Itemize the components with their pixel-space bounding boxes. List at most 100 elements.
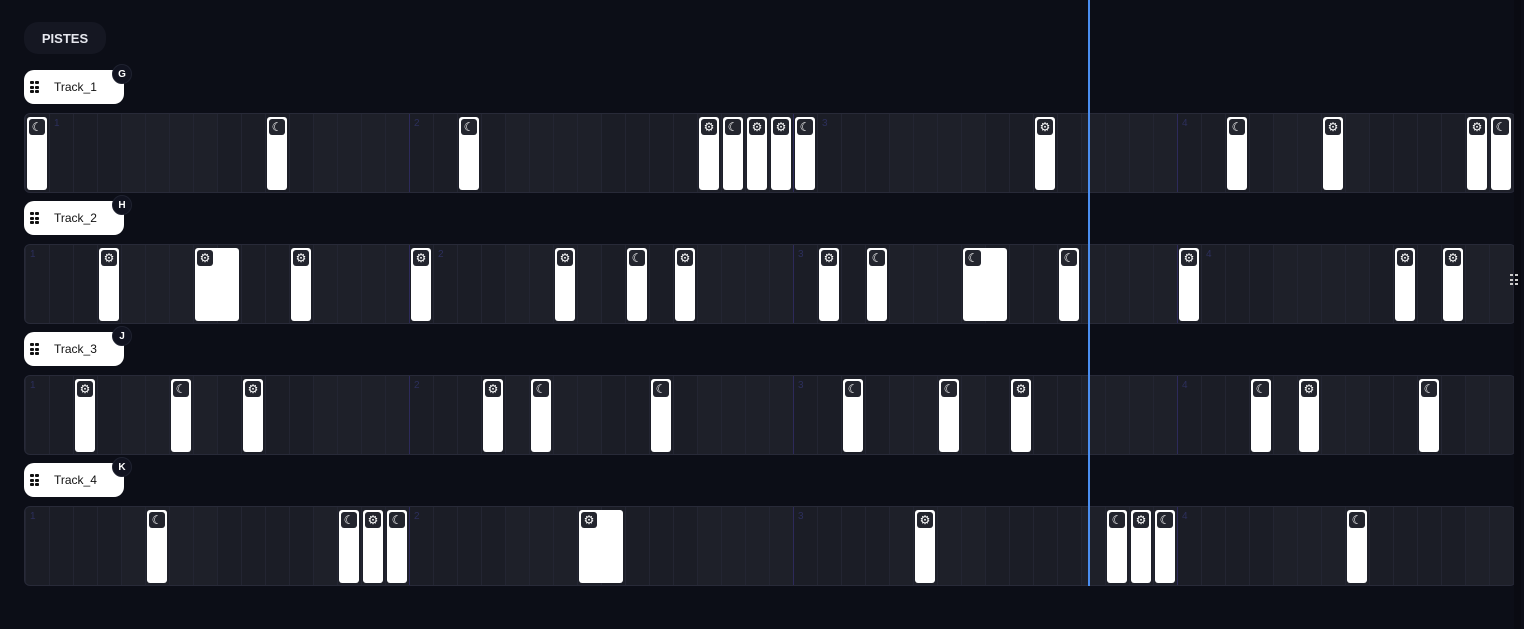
track-lane[interactable]: 1 2 3 4 ☾ ☾ ⚙ ☾ ⚙ ⚙ ☾ ⚙ ☾ ☾	[24, 506, 1516, 586]
step-cell[interactable]	[625, 245, 649, 323]
step-cell[interactable]	[673, 114, 697, 192]
step-cell[interactable]	[745, 245, 769, 323]
step-cell[interactable]	[1009, 376, 1033, 454]
clip[interactable]: ⚙	[363, 510, 383, 583]
step-cell[interactable]	[337, 114, 361, 192]
step-cell[interactable]	[241, 114, 265, 192]
clip[interactable]: ⚙	[1323, 117, 1343, 190]
step-cell[interactable]	[1201, 507, 1225, 585]
step-cell[interactable]	[1297, 245, 1321, 323]
step-cell[interactable]	[1297, 114, 1321, 192]
clip[interactable]: ☾	[1155, 510, 1175, 583]
step-cell[interactable]	[1105, 114, 1129, 192]
step-cell[interactable]	[193, 114, 217, 192]
step-cell[interactable]	[745, 376, 769, 454]
step-cell[interactable]	[697, 376, 721, 454]
step-cell[interactable]	[793, 245, 817, 323]
clip[interactable]: ☾	[267, 117, 287, 190]
step-cell[interactable]	[1057, 245, 1081, 323]
step-cell[interactable]	[793, 507, 817, 585]
step-cell[interactable]	[97, 114, 121, 192]
clip[interactable]: ⚙	[1395, 248, 1415, 321]
clip[interactable]: ☾	[651, 379, 671, 452]
step-cell[interactable]	[913, 245, 937, 323]
step-cell[interactable]	[889, 376, 913, 454]
step-cell[interactable]	[1393, 114, 1417, 192]
clip[interactable]: ⚙	[1299, 379, 1319, 452]
step-cell[interactable]	[337, 245, 361, 323]
step-cell[interactable]	[1129, 114, 1153, 192]
step-cell[interactable]	[217, 376, 241, 454]
step-cell[interactable]	[481, 507, 505, 585]
step-cell[interactable]	[1297, 507, 1321, 585]
step-cell[interactable]	[1273, 245, 1297, 323]
step-cell[interactable]	[433, 376, 457, 454]
step-cell[interactable]	[313, 376, 337, 454]
step-cell[interactable]	[313, 114, 337, 192]
step-cell[interactable]	[1369, 245, 1393, 323]
step-cell[interactable]	[385, 376, 409, 454]
step-cell[interactable]	[313, 245, 337, 323]
step-cell[interactable]	[409, 507, 433, 585]
step-cell[interactable]	[529, 114, 553, 192]
step-cell[interactable]	[1105, 376, 1129, 454]
step-cell[interactable]	[1225, 114, 1249, 192]
step-cell[interactable]	[145, 245, 169, 323]
drag-handle-icon[interactable]	[30, 81, 39, 94]
playhead[interactable]	[1088, 0, 1090, 586]
step-cell[interactable]	[625, 507, 649, 585]
step-cell[interactable]	[49, 245, 73, 323]
step-cell[interactable]	[529, 507, 553, 585]
clip[interactable]: ⚙	[699, 117, 719, 190]
step-cell[interactable]	[1153, 245, 1177, 323]
step-cell[interactable]	[793, 376, 817, 454]
step-cell[interactable]	[985, 507, 1009, 585]
clip[interactable]: ⚙	[1035, 117, 1055, 190]
step-cell[interactable]	[841, 114, 865, 192]
step-cell[interactable]	[289, 245, 313, 323]
step-cell[interactable]	[745, 507, 769, 585]
track-lane[interactable]: 1 2 3 4 ☾ ☾ ☾ ⚙ ☾ ⚙ ⚙ ☾ ⚙ ☾ ⚙ ⚙ ☾	[24, 113, 1516, 193]
clip[interactable]: ⚙	[555, 248, 575, 321]
step-cell[interactable]	[1009, 114, 1033, 192]
step-cell[interactable]	[289, 507, 313, 585]
scrollbar[interactable]	[1514, 0, 1521, 629]
step-cell[interactable]	[385, 114, 409, 192]
step-cell[interactable]	[1153, 376, 1177, 454]
step-cell[interactable]	[169, 507, 193, 585]
clip[interactable]: ⚙	[1179, 248, 1199, 321]
step-cell[interactable]	[241, 376, 265, 454]
step-cell[interactable]	[937, 245, 961, 323]
clip[interactable]: ☾	[1347, 510, 1367, 583]
step-cell[interactable]	[649, 114, 673, 192]
clip[interactable]: ☾	[939, 379, 959, 452]
step-cell[interactable]	[313, 507, 337, 585]
step-cell[interactable]	[865, 376, 889, 454]
step-cell[interactable]	[241, 245, 265, 323]
step-cell[interactable]	[121, 376, 145, 454]
step-cell[interactable]	[97, 507, 121, 585]
clip[interactable]: ☾	[171, 379, 191, 452]
step-cell[interactable]	[1225, 376, 1249, 454]
step-cell[interactable]	[865, 245, 889, 323]
step-cell[interactable]	[73, 507, 97, 585]
clip[interactable]: ☾	[147, 510, 167, 583]
step-cell[interactable]	[1273, 376, 1297, 454]
step-cell[interactable]	[721, 245, 745, 323]
clip[interactable]: ☾	[1107, 510, 1127, 583]
step-cell[interactable]	[577, 376, 601, 454]
step-cell[interactable]	[649, 507, 673, 585]
step-cell[interactable]	[1369, 376, 1393, 454]
step-cell[interactable]	[505, 376, 529, 454]
clip[interactable]: ☾	[339, 510, 359, 583]
step-cell[interactable]	[697, 507, 721, 585]
step-cell[interactable]	[1417, 114, 1441, 192]
step-cell[interactable]	[385, 245, 409, 323]
step-cell[interactable]	[577, 114, 601, 192]
clip[interactable]: ☾	[27, 117, 47, 190]
step-cell[interactable]	[1129, 376, 1153, 454]
track-label[interactable]: Track_2 H	[24, 195, 132, 235]
step-cell[interactable]	[169, 114, 193, 192]
clip[interactable]: ☾	[1491, 117, 1511, 190]
step-cell[interactable]	[457, 376, 481, 454]
